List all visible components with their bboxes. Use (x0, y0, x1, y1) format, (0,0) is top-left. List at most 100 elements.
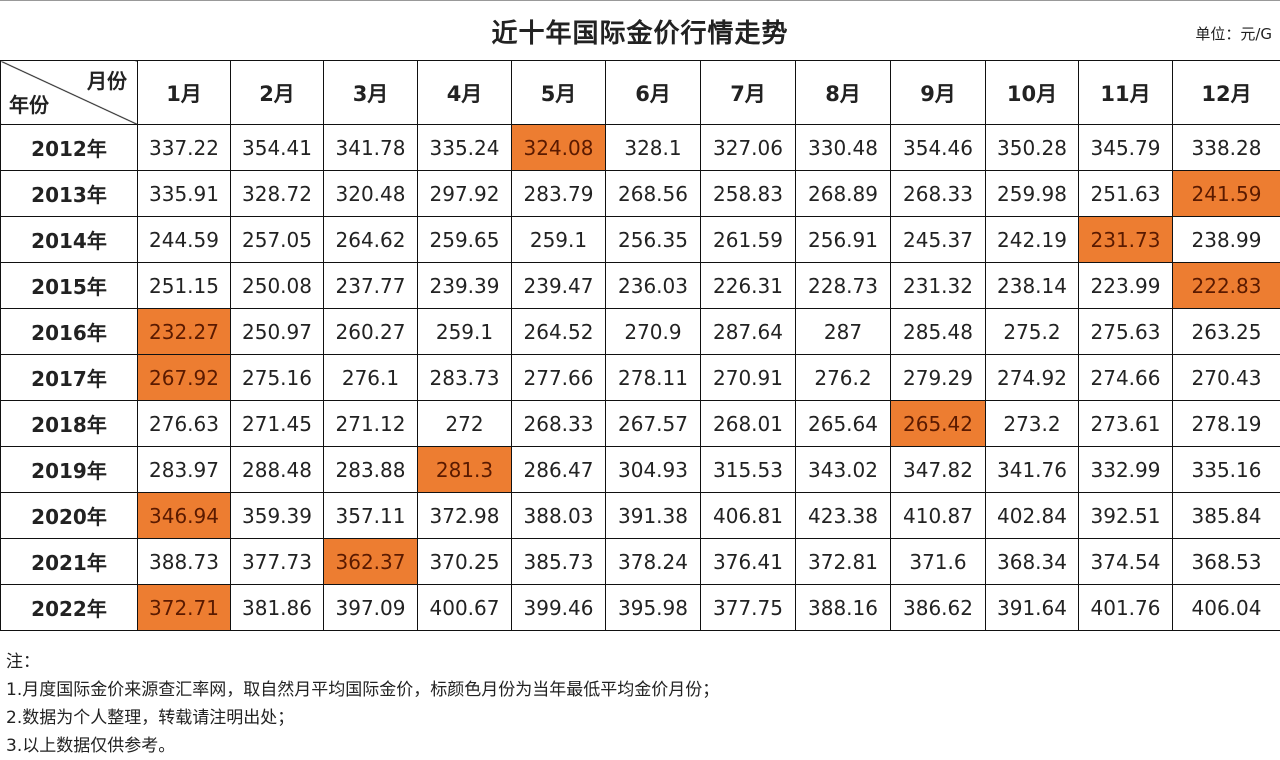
price-cell: 288.48 (231, 447, 324, 493)
price-cell: 238.14 (986, 263, 1079, 309)
price-cell: 283.97 (138, 447, 231, 493)
price-cell: 400.67 (418, 585, 512, 631)
price-cell: 276.63 (138, 401, 231, 447)
price-cell: 275.2 (986, 309, 1079, 355)
month-header: 6月 (606, 61, 701, 125)
lowest-price-cell: 324.08 (512, 125, 606, 171)
price-cell: 423.38 (796, 493, 891, 539)
price-cell: 359.39 (231, 493, 324, 539)
price-cell: 406.81 (701, 493, 796, 539)
price-cell: 320.48 (324, 171, 418, 217)
price-cell: 337.22 (138, 125, 231, 171)
price-cell: 278.19 (1173, 401, 1280, 447)
price-cell: 391.38 (606, 493, 701, 539)
price-cell: 343.02 (796, 447, 891, 493)
month-header: 7月 (701, 61, 796, 125)
price-cell: 273.61 (1079, 401, 1173, 447)
month-header: 8月 (796, 61, 891, 125)
price-cell: 283.73 (418, 355, 512, 401)
month-header: 10月 (986, 61, 1079, 125)
price-cell: 410.87 (891, 493, 986, 539)
price-cell: 261.59 (701, 217, 796, 263)
price-cell: 263.25 (1173, 309, 1280, 355)
year-cell: 2015年 (1, 263, 138, 309)
price-cell: 251.63 (1079, 171, 1173, 217)
price-cell: 264.52 (512, 309, 606, 355)
lowest-price-cell: 267.92 (138, 355, 231, 401)
lowest-price-cell: 372.71 (138, 585, 231, 631)
price-cell: 271.12 (324, 401, 418, 447)
month-header: 4月 (418, 61, 512, 125)
price-cell: 256.91 (796, 217, 891, 263)
price-cell: 275.63 (1079, 309, 1173, 355)
note-line: 3.以上数据仅供参考。 (6, 732, 719, 760)
price-cell: 397.09 (324, 585, 418, 631)
price-cell: 385.73 (512, 539, 606, 585)
price-cell: 276.1 (324, 355, 418, 401)
year-cell: 2013年 (1, 171, 138, 217)
price-cell: 304.93 (606, 447, 701, 493)
price-cell: 315.53 (701, 447, 796, 493)
price-cell: 395.98 (606, 585, 701, 631)
price-cell: 223.99 (1079, 263, 1173, 309)
price-cell: 270.43 (1173, 355, 1280, 401)
price-cell: 268.56 (606, 171, 701, 217)
price-cell: 287.64 (701, 309, 796, 355)
month-header: 2月 (231, 61, 324, 125)
lowest-price-cell: 346.94 (138, 493, 231, 539)
price-cell: 287 (796, 309, 891, 355)
price-cell: 259.1 (418, 309, 512, 355)
price-cell: 378.24 (606, 539, 701, 585)
price-cell: 406.04 (1173, 585, 1280, 631)
lowest-price-cell: 362.37 (324, 539, 418, 585)
price-cell: 274.66 (1079, 355, 1173, 401)
month-axis-label: 月份 (87, 65, 127, 94)
price-cell: 388.73 (138, 539, 231, 585)
lowest-price-cell: 241.59 (1173, 171, 1280, 217)
price-cell: 392.51 (1079, 493, 1173, 539)
price-cell: 388.16 (796, 585, 891, 631)
price-cell: 372.98 (418, 493, 512, 539)
price-cell: 226.31 (701, 263, 796, 309)
month-header: 5月 (512, 61, 606, 125)
year-axis-label: 年份 (9, 89, 49, 118)
price-cell: 276.2 (796, 355, 891, 401)
year-cell: 2017年 (1, 355, 138, 401)
price-cell: 385.84 (1173, 493, 1280, 539)
price-cell: 259.1 (512, 217, 606, 263)
price-cell: 357.11 (324, 493, 418, 539)
price-cell: 264.62 (324, 217, 418, 263)
price-cell: 354.46 (891, 125, 986, 171)
note-line: 1.月度国际金价来源查汇率网，取自然月平均国际金价，标颜色月份为当年最低平均金价… (6, 676, 719, 704)
price-cell: 228.73 (796, 263, 891, 309)
price-cell: 347.82 (891, 447, 986, 493)
price-cell: 401.76 (1079, 585, 1173, 631)
price-cell: 278.11 (606, 355, 701, 401)
lowest-price-cell: 232.27 (138, 309, 231, 355)
lowest-price-cell: 265.42 (891, 401, 986, 447)
year-cell: 2014年 (1, 217, 138, 263)
year-cell: 2022年 (1, 585, 138, 631)
price-cell: 286.47 (512, 447, 606, 493)
price-cell: 258.83 (701, 171, 796, 217)
price-cell: 257.05 (231, 217, 324, 263)
lowest-price-cell: 231.73 (1079, 217, 1173, 263)
price-cell: 272 (418, 401, 512, 447)
price-cell: 377.73 (231, 539, 324, 585)
price-cell: 330.48 (796, 125, 891, 171)
price-cell: 265.64 (796, 401, 891, 447)
price-cell: 267.57 (606, 401, 701, 447)
price-cell: 341.78 (324, 125, 418, 171)
price-cell: 268.01 (701, 401, 796, 447)
price-cell: 236.03 (606, 263, 701, 309)
price-cell: 335.91 (138, 171, 231, 217)
